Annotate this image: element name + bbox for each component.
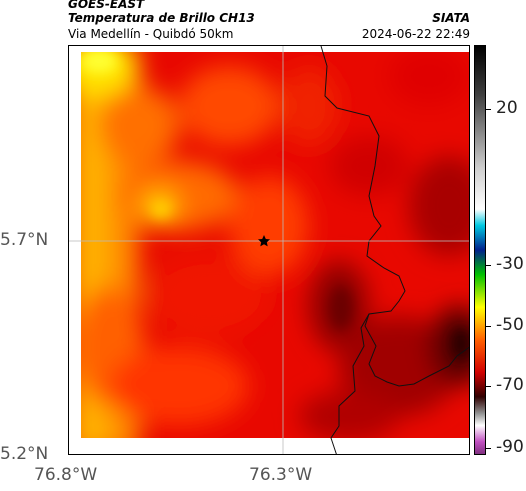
colorbar-tick-mark [486,386,491,387]
colorbar-tick-label: -70 [496,375,524,395]
temperature-field [81,52,469,438]
border-line [330,313,370,454]
lat-tick-label: 5.7°N [0,230,49,250]
colorbar-tick-mark [486,448,491,449]
lon-tick-label: 76.3°W [249,465,313,485]
lat-tick-label: 5.2°N [0,444,49,464]
map-panel[interactable] [68,45,470,455]
colorbar-tick-label: -50 [496,315,524,335]
colorbar-tick-mark [486,326,491,327]
region-label: Via Medellín - Quibdó 50km [68,27,234,41]
satellite-title: GOES-EAST [68,0,145,11]
map-svg [69,46,469,454]
colorbar-tick-label: -90 [496,437,524,457]
product-title: Temperatura de Brillo CH13 [68,11,255,25]
lon-tick-label: 76.8°W [34,465,98,485]
border-line [320,46,469,387]
colorbar-tick-label: -30 [496,254,524,274]
star-marker [258,235,270,247]
source-label: SIATA [432,11,470,25]
datetime-label: 2024-06-22 22:49 [361,27,470,41]
colorbar-tick-mark [486,265,491,266]
colorbar-tick-label: 20 [496,98,518,118]
colorbar-tick-mark [486,109,491,110]
colorbar [474,45,486,455]
